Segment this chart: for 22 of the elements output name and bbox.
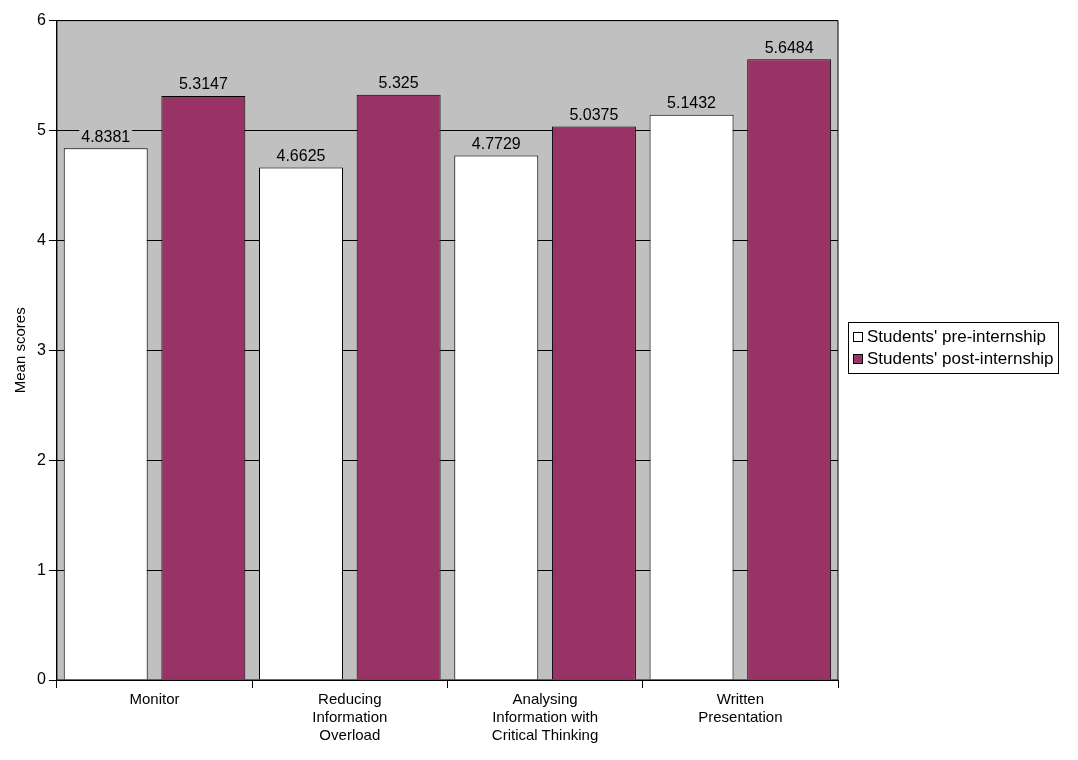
- x-tick-label: Analysing Information with Critical Thinking: [491, 690, 599, 744]
- y-tick-label: 6: [36, 11, 46, 29]
- data-label: 5.1432: [667, 94, 717, 112]
- data-label: 4.7729: [471, 134, 521, 152]
- y-tick-label: 3: [36, 340, 46, 358]
- y-axis-title: Mean scores: [11, 307, 29, 394]
- x-tick-label: Written Presentation: [698, 690, 783, 726]
- data-label: 4.8381: [81, 127, 131, 145]
- legend-label: Students' pre-internship: [867, 326, 1047, 348]
- data-label: 5.0375: [569, 105, 619, 123]
- text: Students' post-internship: [867, 348, 1054, 370]
- data-label: 5.325: [378, 74, 419, 92]
- y-tick-label: 5: [36, 120, 46, 138]
- data-label: 5.6484: [764, 38, 814, 56]
- data-label: 5.3147: [178, 75, 228, 93]
- x-tick-label: Reducing Information Overload: [312, 690, 388, 744]
- y-tick-label: 4: [36, 230, 46, 248]
- x-tick-label: Monitor: [129, 690, 180, 708]
- y-tick-label: 1: [36, 560, 46, 578]
- y-tick-label: 2: [36, 450, 46, 468]
- data-label: 4.6625: [276, 147, 326, 164]
- y-tick-label: 0: [36, 670, 46, 688]
